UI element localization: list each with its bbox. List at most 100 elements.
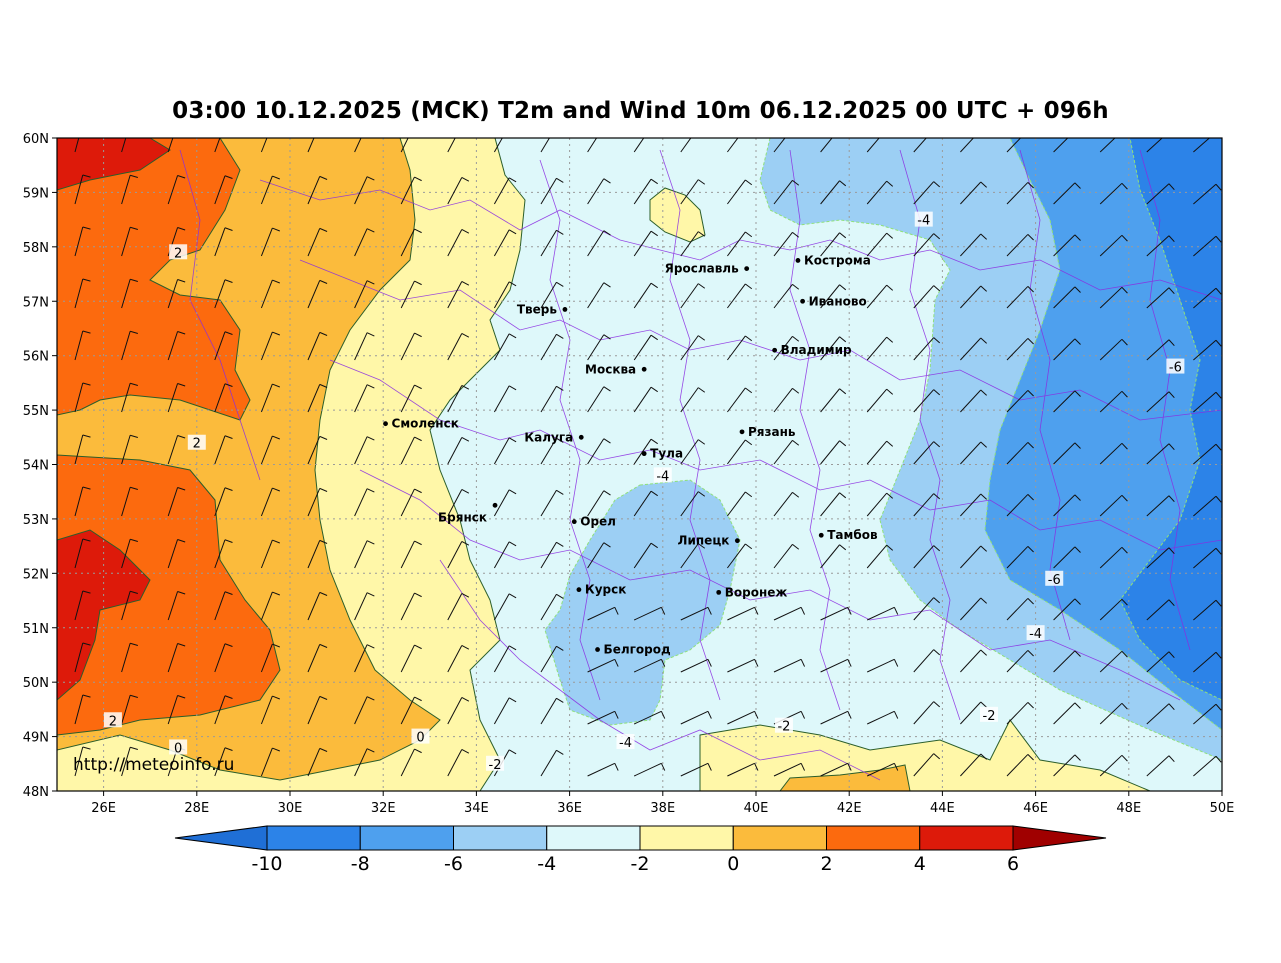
wind-barb-flag (697, 491, 706, 497)
wind-barb-flag (1027, 702, 1034, 709)
wind-barb (354, 644, 368, 673)
wind-barb-flag (272, 124, 279, 127)
wind-barb (493, 697, 510, 725)
wind-barb-flag (508, 437, 517, 443)
wind-barb (1053, 234, 1076, 257)
wind-barb-flag (792, 335, 800, 342)
colorbar-segment (359, 825, 454, 851)
lon-tick-label: 28E (184, 801, 209, 816)
wind-barb-flag (224, 695, 233, 699)
city-dot (562, 307, 568, 312)
wind-barb (1146, 443, 1170, 465)
wind-barb (354, 176, 368, 205)
wind-barb-flag (893, 607, 899, 615)
wind-barb-flag (82, 746, 91, 750)
wind-barb-flag (272, 695, 280, 700)
wind-barb (167, 591, 179, 621)
wind-barb (493, 229, 510, 257)
wind-barb (447, 541, 463, 569)
wind-barb (820, 440, 840, 465)
wind-barb-flag (933, 337, 941, 344)
colorbar-label: -10 (251, 853, 282, 875)
lat-tick-label: 51N (23, 622, 49, 637)
wind-barb-flag (792, 543, 800, 550)
wind-barb (400, 748, 415, 777)
wind-barb-flag (1027, 390, 1034, 397)
wind-barb (820, 232, 840, 257)
wind-barb-flag (130, 382, 138, 387)
lat-tick-label: 58N (23, 241, 49, 256)
wind-barb (866, 762, 895, 777)
wind-barb-flag (792, 179, 800, 186)
wind-barb-flag (745, 128, 751, 133)
wind-barb-flag (130, 226, 138, 231)
wind-barb-flag (1075, 131, 1081, 137)
wind-barb (260, 591, 273, 621)
contour-label-bg (1166, 358, 1185, 374)
lat-tick-label: 48N (23, 785, 49, 800)
wind-barb (354, 332, 368, 361)
wind-barb (260, 227, 273, 257)
wind-barb-flag (319, 591, 328, 596)
wind-barb (1006, 494, 1029, 517)
wind-barb-flag (414, 488, 422, 494)
wind-barb-flag (1027, 338, 1034, 345)
wind-barb (960, 181, 982, 205)
wind-barb-flag (508, 281, 517, 287)
wind-barb-flag (224, 383, 233, 387)
wind-barb-flag (1028, 130, 1034, 136)
wind-barb-flag (933, 181, 941, 188)
wind-barb (121, 383, 131, 413)
wind-barb-flag (319, 695, 328, 700)
wind-barb-flag (224, 279, 233, 283)
wind-barb-flag (660, 607, 666, 615)
wind-barb-flag (886, 440, 894, 447)
colorbar-segment (732, 825, 827, 851)
wind-barb-flag (556, 333, 564, 339)
wind-barb (260, 695, 273, 725)
lon-tick-label: 26E (91, 801, 116, 816)
wind-barb-flag (1074, 234, 1081, 241)
wind-barb (820, 544, 840, 569)
wind-barb (1006, 286, 1029, 309)
wind-barb-flag (177, 331, 186, 335)
wind-barb-flag (177, 435, 186, 439)
wind-barb-flag (509, 126, 516, 130)
wind-barb (1099, 754, 1123, 777)
wind-barb-flag (508, 749, 517, 755)
wind-barb (913, 389, 935, 413)
wind-barb-flag (792, 439, 800, 446)
wind-barb (726, 491, 746, 517)
wind-barb-flag (130, 123, 138, 125)
zone-4-6-south (57, 529, 151, 701)
zone-minus2-0-south (699, 719, 1151, 791)
wind-barb-flag (1121, 494, 1128, 502)
wind-barb-flag (697, 231, 706, 237)
wind-barb-flag (933, 389, 941, 396)
wind-barb (1146, 755, 1170, 777)
wind-barb-flag (650, 438, 658, 445)
wind-barb (540, 698, 557, 725)
wind-barb (1053, 598, 1076, 621)
contour-label: -4 (917, 214, 930, 229)
wind-barb-flag (603, 438, 611, 444)
wind-barb-flag (130, 642, 138, 647)
city-dot (595, 647, 600, 652)
wind-barb-flag (414, 176, 422, 182)
contour-label: -4 (619, 736, 632, 751)
wind-barb (354, 592, 368, 621)
wind-barb (960, 285, 982, 309)
wind-barb (820, 492, 840, 517)
wind-barb (260, 643, 273, 673)
wind-barb-flag (847, 659, 852, 667)
contour-label-bg (980, 706, 998, 722)
wind-barb (1099, 138, 1116, 153)
wind-barb-flag (461, 749, 470, 754)
wind-barb-flag (508, 645, 517, 651)
lat-tick-label: 54N (23, 459, 49, 474)
wind-barb (1146, 391, 1170, 413)
wind-barb-flag (980, 337, 987, 344)
wind-barb (1006, 754, 1029, 777)
colorbar-segment (453, 825, 548, 851)
colorbar-low-extend (174, 825, 268, 851)
